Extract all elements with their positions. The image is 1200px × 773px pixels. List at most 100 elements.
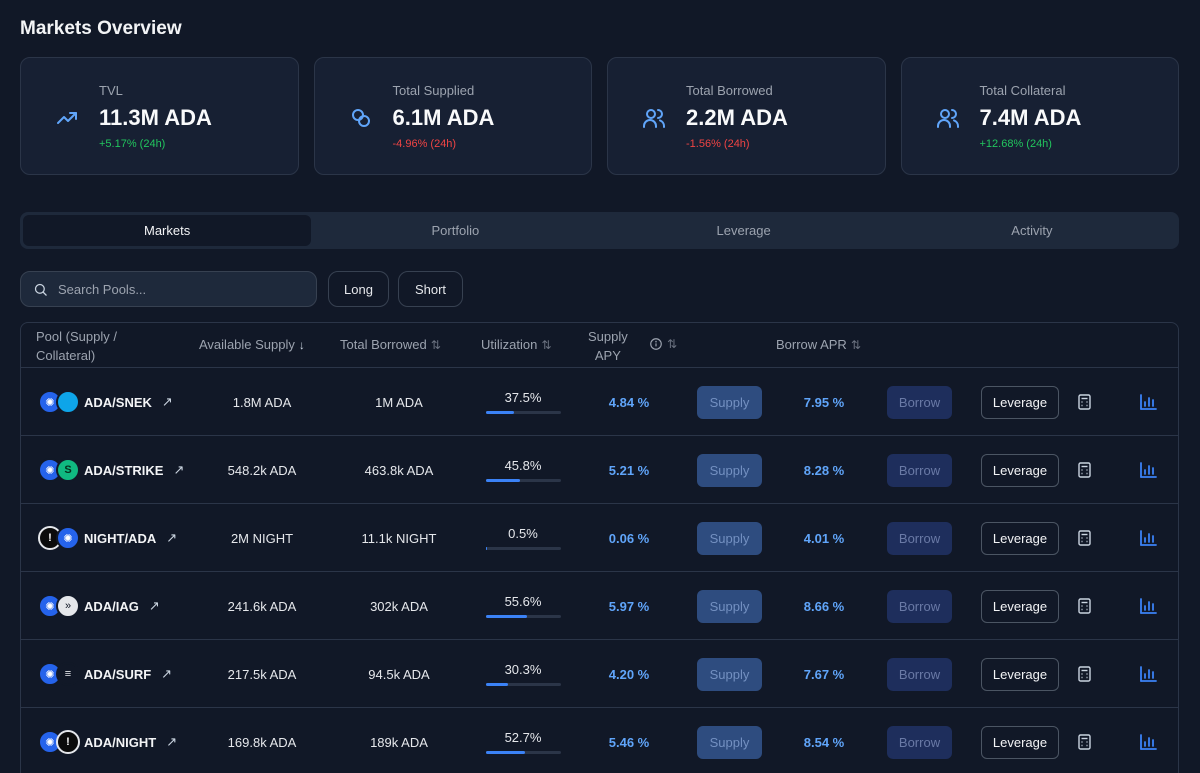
- borrow-cell: Borrow: [887, 708, 952, 773]
- leverage-button[interactable]: Leverage: [981, 657, 1059, 691]
- chart-bar-icon[interactable]: [1140, 436, 1157, 504]
- search-input[interactable]: [58, 281, 298, 297]
- arrow-down-icon: ↓: [298, 337, 305, 352]
- utilization-fill: [485, 683, 509, 686]
- coins-icon: [351, 109, 370, 127]
- utilization-bar: [485, 683, 561, 686]
- supply-apy: 5.97 %: [608, 598, 650, 614]
- pool-cell[interactable]: ✺ » ADA/IAG ↗: [38, 572, 160, 640]
- chart-bar-icon[interactable]: [1140, 640, 1157, 708]
- col-available-supply[interactable]: Available Supply ↓: [199, 337, 305, 352]
- pool-name: ADA/NIGHT: [84, 734, 157, 750]
- col-label: APY: [594, 348, 621, 363]
- supply-apy: 5.21 %: [608, 462, 650, 478]
- borrow-button[interactable]: Borrow: [887, 521, 952, 555]
- tab-portfolio[interactable]: Portfolio: [431, 223, 480, 238]
- ada-token-icon: ✺: [56, 526, 80, 550]
- utilization-bar: [485, 411, 561, 414]
- borrow-button[interactable]: Borrow: [887, 589, 952, 623]
- pool-cell[interactable]: ✺ ADA/SNEK ↗: [38, 368, 173, 436]
- tab-activity[interactable]: Activity: [1011, 223, 1053, 238]
- col-label: Borrow APR: [776, 337, 847, 352]
- borrow-button[interactable]: Borrow: [887, 385, 952, 419]
- supply-button[interactable]: Supply: [697, 521, 762, 555]
- stat-change: -4.96% (24h): [392, 138, 457, 150]
- chart-bar-icon[interactable]: [1140, 708, 1157, 773]
- utilization-value: 52.7%: [504, 730, 542, 745]
- supply-button[interactable]: Supply: [697, 385, 762, 419]
- borrow-apr: 7.67 %: [803, 666, 845, 682]
- supply-button[interactable]: Supply: [697, 589, 762, 623]
- pool-cell[interactable]: ! ✺ NIGHT/ADA ↗: [38, 504, 177, 572]
- external-link-icon[interactable]: ↗: [161, 394, 173, 409]
- supply-button[interactable]: Supply: [697, 657, 762, 691]
- surf-token-icon: ≡: [56, 662, 80, 686]
- available-supply: 241.6k ADA: [227, 598, 297, 614]
- pool-cell[interactable]: ✺ ! ADA/NIGHT ↗: [38, 708, 177, 773]
- borrow-button[interactable]: Borrow: [887, 657, 952, 691]
- calculator-icon[interactable]: [1078, 368, 1091, 436]
- col-borrow-apr[interactable]: Borrow APR ⇅: [776, 337, 861, 352]
- long-filter-button[interactable]: Long: [328, 271, 389, 307]
- stat-label: Total Collateral: [979, 83, 1066, 98]
- utilization-value: 37.5%: [504, 390, 542, 405]
- table-row: ✺ » ADA/IAG ↗ 241.6k ADA 302k ADA 55.6% …: [21, 572, 1178, 640]
- leverage-button[interactable]: Leverage: [981, 453, 1059, 487]
- borrow-apr: 8.54 %: [803, 734, 845, 750]
- page-title: Markets Overview: [20, 18, 182, 39]
- short-filter-button[interactable]: Short: [398, 271, 463, 307]
- pool-name: ADA/SURF: [84, 666, 152, 682]
- external-link-icon[interactable]: ↗: [161, 666, 173, 681]
- chart-bar-icon[interactable]: [1140, 368, 1157, 436]
- leverage-cell: Leverage: [981, 504, 1059, 572]
- table-row: ✺ ≡ ADA/SURF ↗ 217.5k ADA 94.5k ADA 30.3…: [21, 640, 1178, 708]
- info-icon[interactable]: [649, 337, 663, 351]
- stat-change: -1.56% (24h): [686, 138, 750, 150]
- external-link-icon[interactable]: ↗: [173, 462, 185, 477]
- users-icon: [936, 109, 959, 128]
- tab-markets[interactable]: Markets: [23, 215, 312, 246]
- borrow-apr: 4.01 %: [803, 530, 845, 546]
- available-supply: 2M NIGHT: [230, 530, 294, 546]
- supply-button[interactable]: Supply: [697, 725, 762, 759]
- calculator-icon[interactable]: [1078, 436, 1091, 504]
- col-total-borrowed[interactable]: Total Borrowed ⇅: [340, 337, 441, 352]
- markets-table: Pool (Supply / Collateral) Available Sup…: [20, 322, 1179, 773]
- supply-button[interactable]: Supply: [697, 453, 762, 487]
- chart-bar-icon[interactable]: [1140, 572, 1157, 640]
- leverage-button[interactable]: Leverage: [981, 521, 1059, 555]
- table-header: Pool (Supply / Collateral) Available Sup…: [21, 323, 1178, 368]
- col-supply-apy[interactable]: Supply APY: [588, 328, 628, 364]
- borrow-button[interactable]: Borrow: [887, 453, 952, 487]
- utilization-cell: 0.5%: [485, 504, 561, 572]
- external-link-icon[interactable]: ↗: [166, 530, 178, 545]
- leverage-button[interactable]: Leverage: [981, 725, 1059, 759]
- utilization-cell: 52.7%: [485, 708, 561, 773]
- table-row: ✺ S ADA/STRIKE ↗ 548.2k ADA 463.8k ADA 4…: [21, 436, 1178, 504]
- calculator-icon[interactable]: [1078, 640, 1091, 708]
- pool-cell[interactable]: ✺ ≡ ADA/SURF ↗: [38, 640, 172, 708]
- col-utilization[interactable]: Utilization ⇅: [481, 337, 551, 352]
- stat-label: Total Borrowed: [686, 83, 773, 98]
- col-pool[interactable]: Pool (Supply / Collateral): [36, 328, 117, 364]
- external-link-icon[interactable]: ↗: [166, 734, 178, 749]
- leverage-button[interactable]: Leverage: [981, 385, 1059, 419]
- external-link-icon[interactable]: ↗: [148, 598, 160, 613]
- pool-cell[interactable]: ✺ S ADA/STRIKE ↗: [38, 436, 184, 504]
- calculator-icon[interactable]: [1078, 572, 1091, 640]
- calculator-icon[interactable]: [1078, 708, 1091, 773]
- utilization-bar: [485, 479, 561, 482]
- pool-name: ADA/SNEK: [84, 394, 152, 410]
- leverage-button[interactable]: Leverage: [981, 589, 1059, 623]
- strike-token-icon: S: [56, 458, 80, 482]
- users-icon: [643, 109, 665, 128]
- borrow-button[interactable]: Borrow: [887, 725, 952, 759]
- available-supply: 169.8k ADA: [227, 734, 297, 750]
- supply-apy: 5.46 %: [608, 734, 650, 750]
- chart-bar-icon[interactable]: [1140, 504, 1157, 572]
- calculator-icon[interactable]: [1078, 504, 1091, 572]
- supply-cell: Supply: [697, 572, 762, 640]
- col-label: Supply: [588, 329, 628, 344]
- tab-leverage[interactable]: Leverage: [716, 223, 771, 238]
- sort-icon[interactable]: ⇅: [667, 337, 678, 351]
